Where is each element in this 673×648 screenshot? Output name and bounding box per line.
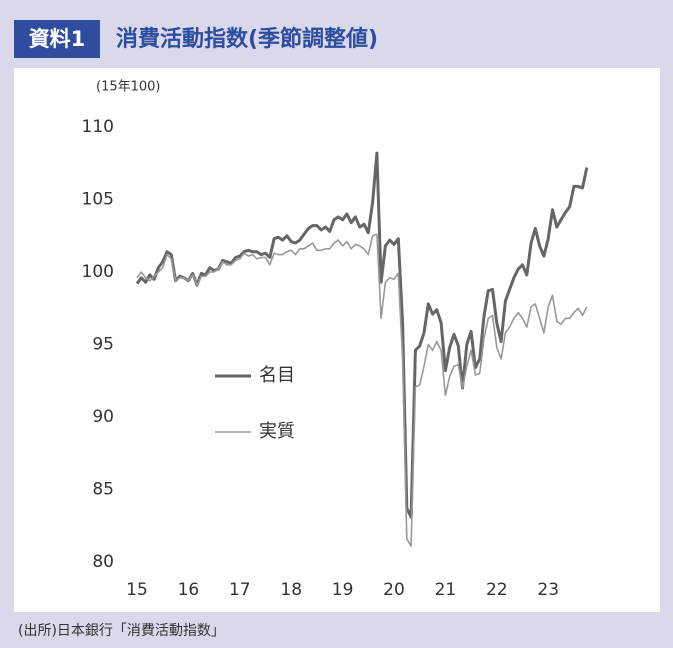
- chart-title: 消費活動指数(季節調整値): [116, 26, 378, 52]
- legend-label: 名目: [259, 365, 295, 386]
- chart-panel: [14, 68, 660, 612]
- y-tick-label: 105: [82, 190, 114, 210]
- x-tick-label: 15: [126, 580, 148, 600]
- y-tick-label: 85: [92, 480, 114, 500]
- x-tick-label: 21: [435, 580, 457, 600]
- x-tick-label: 17: [229, 580, 251, 600]
- figure-label-box: [14, 20, 100, 58]
- figure-label: 資料1: [29, 27, 86, 51]
- y-tick-label: 100: [82, 262, 114, 282]
- y-tick-label: 95: [92, 335, 114, 355]
- series-line: [135, 151, 589, 519]
- x-tick-label: 19: [332, 580, 354, 600]
- x-tick-label: 18: [280, 580, 302, 600]
- x-tick-label: 20: [383, 580, 405, 600]
- y-tick-label: 90: [92, 407, 114, 427]
- source: (出所)日本銀行「消費活動指数」: [18, 623, 225, 639]
- x-tick-label: 16: [178, 580, 200, 600]
- series-line: [136, 233, 588, 547]
- y-tick-label: 80: [92, 552, 114, 572]
- x-tick-label: 22: [486, 580, 508, 600]
- y-axis-label: (15年100): [96, 80, 161, 95]
- legend-label: 実質: [259, 421, 295, 442]
- y-tick-label: 110: [82, 117, 114, 137]
- x-tick-label: 23: [537, 580, 559, 600]
